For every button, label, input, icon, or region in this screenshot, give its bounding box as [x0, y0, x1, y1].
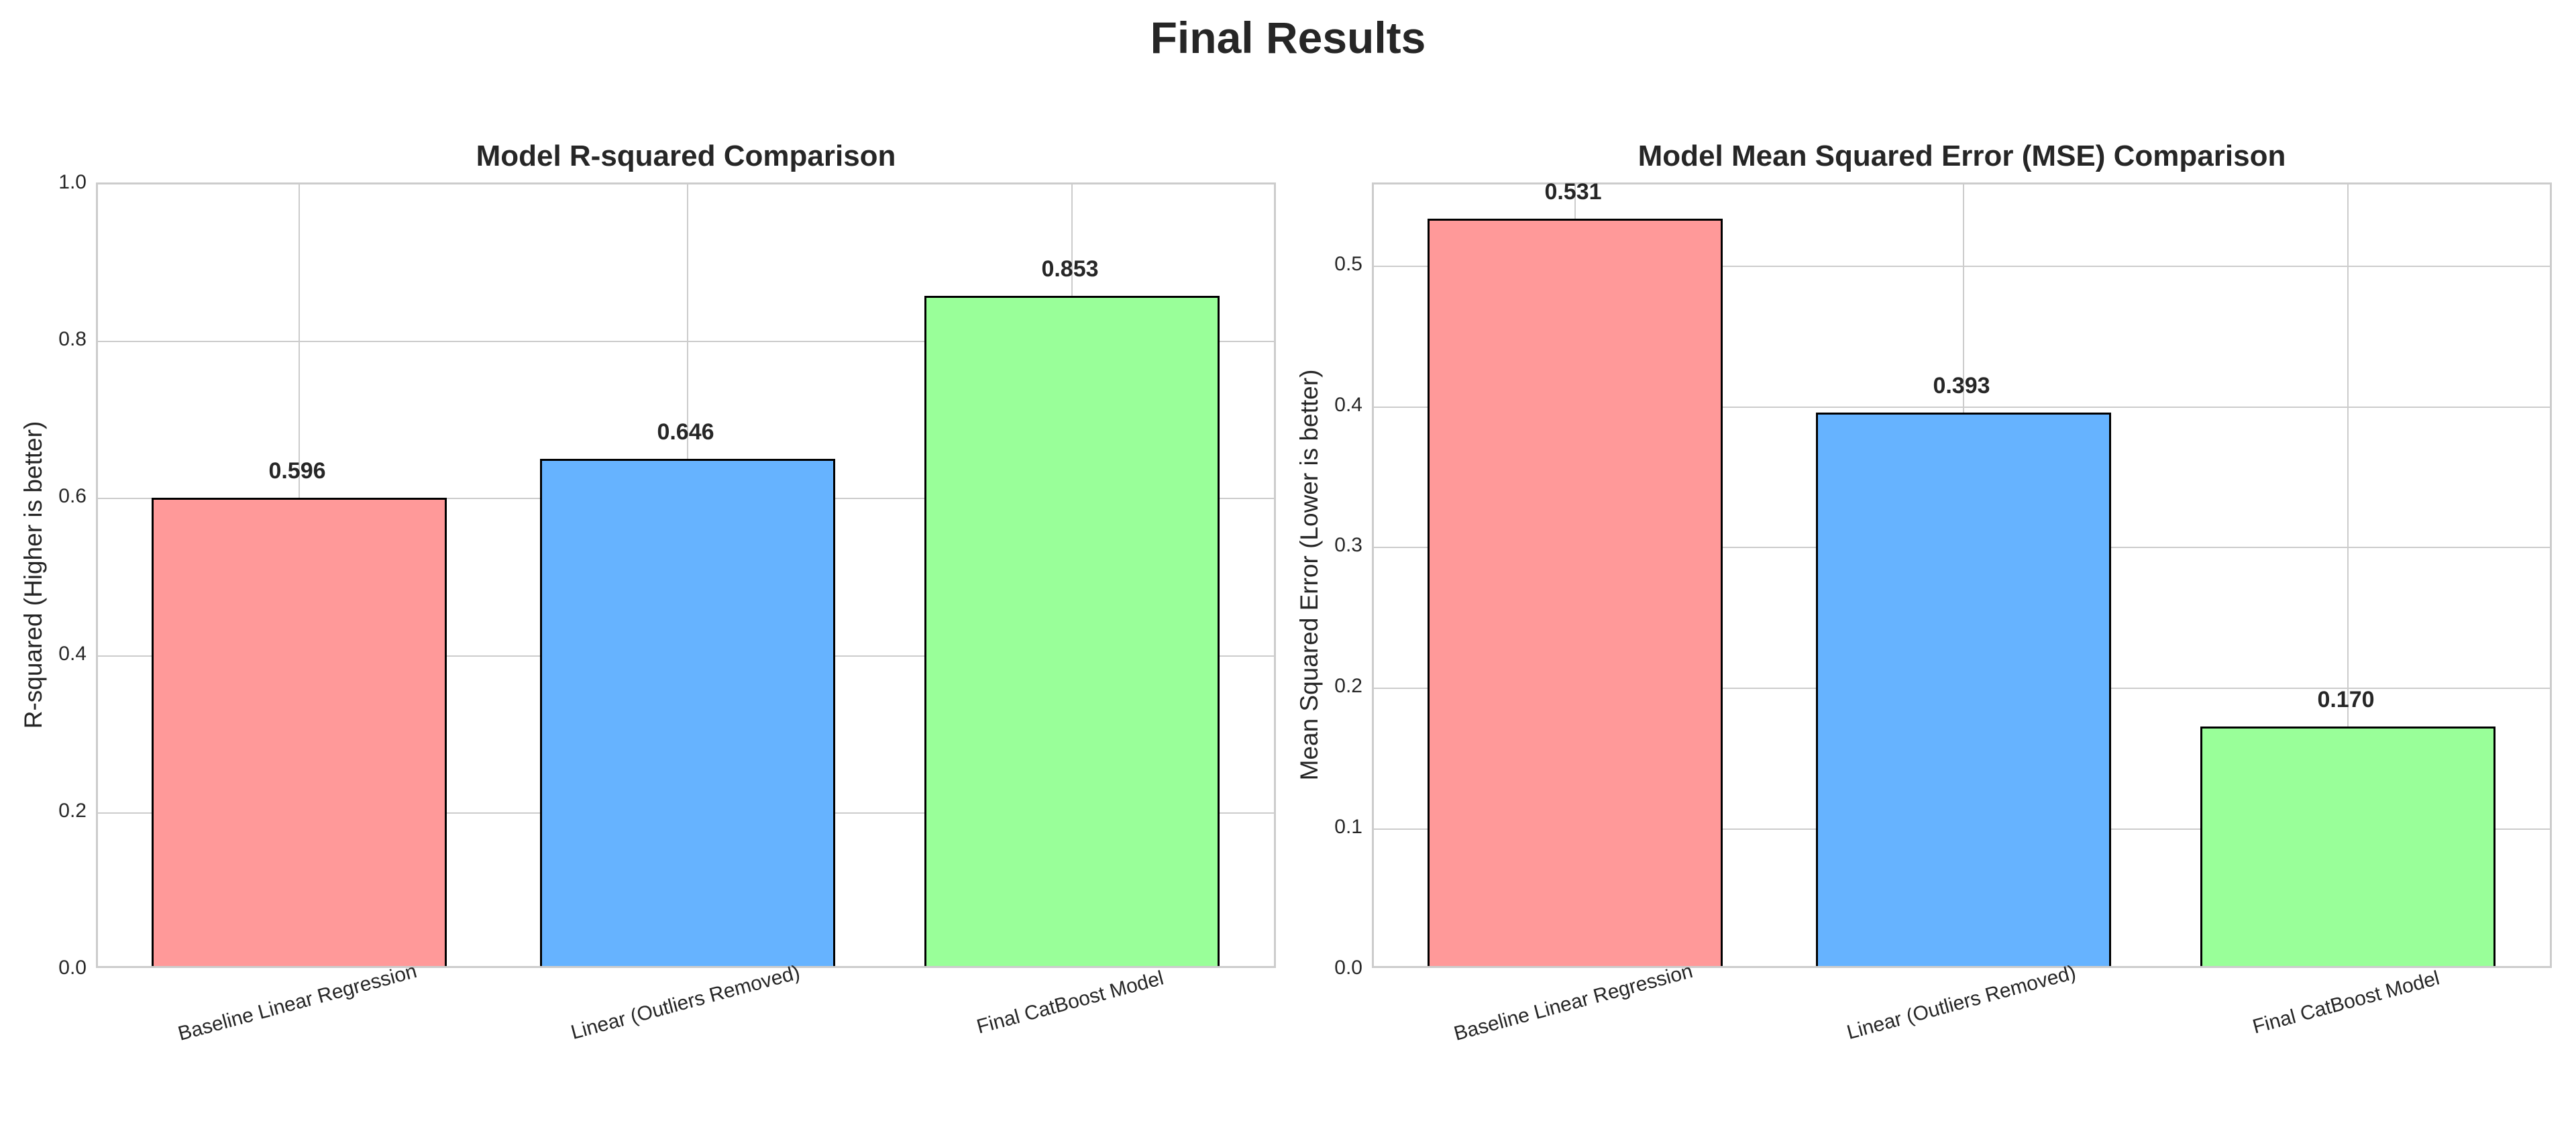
y-tick-label: 1.0	[58, 171, 87, 193]
y-axis-label: Mean Squared Error (Lower is better)	[1295, 369, 1323, 781]
y-tick-label: 0.8	[58, 328, 87, 351]
y-tick-label: 0.0	[58, 957, 87, 979]
y-tick-label: 0.2	[1334, 675, 1362, 698]
bar	[540, 458, 835, 966]
x-tick-label: Baseline Linear Regression	[1451, 960, 1695, 1045]
bar	[2200, 727, 2496, 966]
x-tick-label: Linear (Outliers Removed)	[1844, 961, 2078, 1044]
y-tick-label: 0.0	[1334, 957, 1362, 979]
y-tick-label: 0.5	[1334, 252, 1362, 275]
bar	[1428, 218, 1723, 966]
gridline-vertical	[2347, 184, 2349, 966]
y-tick-label: 0.6	[58, 485, 87, 508]
y-tick-label: 0.3	[1334, 534, 1362, 557]
bar	[1816, 413, 2111, 966]
gridline-horizontal	[98, 341, 1274, 343]
gridline-horizontal	[1374, 265, 2550, 267]
y-tick-label: 0.4	[58, 642, 87, 665]
chart-title: Model R-squared Comparison	[476, 140, 896, 172]
y-tick-label: 0.2	[58, 799, 87, 822]
r-squared-chart: Model R-squared Comparison R-squared (Hi…	[19, 140, 1276, 1045]
x-tick-label: Final CatBoost Model	[2249, 967, 2442, 1038]
bar	[152, 498, 447, 966]
bar-value-label: 0.393	[1933, 373, 1990, 399]
bar-value-label: 0.853	[1041, 256, 1099, 282]
y-tick-label: 0.1	[1334, 816, 1362, 839]
y-tick-label: 0.4	[1334, 393, 1362, 416]
chart-title: Model Mean Squared Error (MSE) Compariso…	[1638, 140, 2286, 172]
figure-title: Final Results	[1150, 13, 1426, 62]
plot-area	[1372, 182, 2552, 968]
bar-value-label: 0.170	[2317, 687, 2375, 713]
bar-value-label: 0.596	[268, 458, 326, 484]
plot-area	[96, 182, 1276, 968]
bar-value-label: 0.531	[1544, 178, 1602, 205]
gridline-horizontal	[1374, 406, 2550, 408]
bar	[924, 296, 1220, 966]
bar-value-label: 0.646	[657, 419, 714, 445]
